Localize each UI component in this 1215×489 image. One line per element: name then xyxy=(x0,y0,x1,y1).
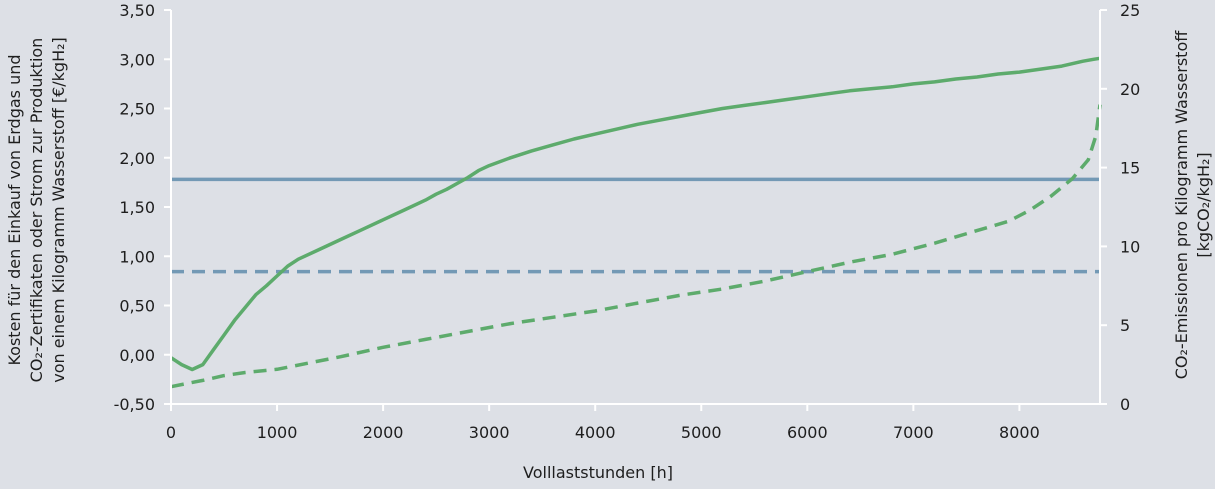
left-tick-label: 2,00 xyxy=(119,149,155,168)
right-axis-title-line-1: CO₂-Emissionen pro Kilogramm Wasserstoff xyxy=(1172,30,1191,380)
left-tick-label: 3,00 xyxy=(119,50,155,69)
x-tick-label: 8000 xyxy=(999,423,1040,442)
series-line-green-dashed-right xyxy=(170,104,1102,389)
axes-layer xyxy=(164,9,1107,411)
x-tick-label: 6000 xyxy=(787,423,828,442)
right-tick-label: 5 xyxy=(1120,316,1130,335)
right-tick-label: 15 xyxy=(1120,159,1140,178)
right-axis-title-line-2: [kgCO₂/kgH₂] xyxy=(1194,152,1213,257)
labels-layer: -0,50 0,00 0,50 1,00 1,50 2,00 2,50 3,00 3,50 0 5 1… xyxy=(114,1,1141,442)
x-tick-label: 0 xyxy=(166,423,176,442)
x-tick-label: 3000 xyxy=(469,423,510,442)
left-tick-label: 1,00 xyxy=(119,247,155,266)
left-tick-label: 3,50 xyxy=(119,1,155,20)
right-tick-label: 20 xyxy=(1120,80,1140,99)
left-axis-title-line-1: Kosten für den Einkauf von Erdgas und xyxy=(5,54,24,365)
x-tick-label: 4000 xyxy=(575,423,616,442)
left-axis-title: Kosten für den Einkauf von Erdgas und CO… xyxy=(5,37,68,383)
left-tick-label: -0,50 xyxy=(114,395,155,414)
x-tick-label: 1000 xyxy=(257,423,298,442)
x-tick-label: 5000 xyxy=(681,423,722,442)
right-tick-label: 0 xyxy=(1120,395,1130,414)
left-tick-label: 1,50 xyxy=(119,198,155,217)
left-tick-label: 0,00 xyxy=(119,346,155,365)
right-tick-label: 25 xyxy=(1120,1,1140,20)
left-axis-title-line-3: von einem Kilogramm Wasserstoff [€/kgH₂] xyxy=(49,37,68,383)
right-axis-title: CO₂-Emissionen pro Kilogramm Wasserstoff… xyxy=(1172,30,1213,380)
left-axis-title-line-2: CO₂-Zertifikaten oder Strom zur Produkti… xyxy=(27,38,46,383)
x-tick-label: 7000 xyxy=(893,423,934,442)
right-tick-label: 10 xyxy=(1120,237,1140,256)
series-layer xyxy=(170,56,1102,389)
left-tick-label: 2,50 xyxy=(119,100,155,119)
left-tick-label: 0,50 xyxy=(119,297,155,316)
series-line-green-solid-left xyxy=(170,56,1101,372)
x-axis-title: Volllaststunden [h] xyxy=(523,463,673,482)
x-tick-label: 2000 xyxy=(363,423,404,442)
